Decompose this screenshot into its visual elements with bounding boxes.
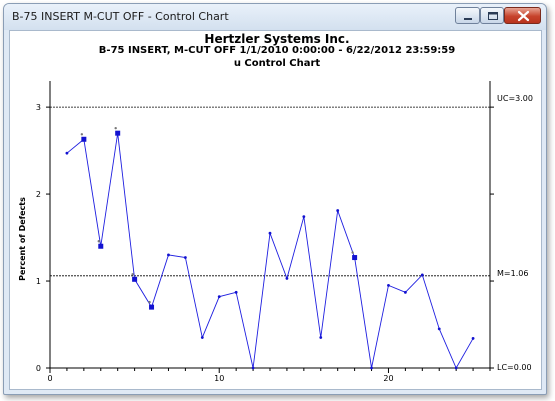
chart-area: Hertzler Systems Inc. B-75 INSERT, M-CUT…	[9, 30, 542, 390]
flag-marker	[351, 251, 354, 254]
data-point	[217, 295, 221, 299]
y-tick-label: 1	[36, 277, 41, 286]
data-point	[454, 366, 458, 370]
data-point	[336, 209, 340, 212]
uc-label: UC=3.00	[497, 94, 533, 103]
control-chart-window: B-75 INSERT M-CUT OFF - Control Chart He…	[3, 3, 547, 395]
data-point-flagged	[98, 243, 104, 249]
x-tick-label: 10	[214, 374, 224, 383]
chart-type-title: u Control Chart	[234, 58, 321, 69]
x-tick-label: 0	[47, 374, 52, 383]
close-button[interactable]	[504, 7, 541, 24]
maximize-icon	[488, 12, 498, 20]
data-point	[251, 366, 255, 370]
flag-marker	[97, 240, 100, 243]
data-point-flagged	[352, 255, 358, 261]
data-point	[387, 283, 390, 287]
data-point	[471, 337, 475, 340]
window-title: B-75 INSERT M-CUT OFF - Control Chart	[12, 10, 229, 23]
data-point-flagged	[81, 136, 87, 142]
data-point	[285, 277, 289, 280]
data-point	[200, 336, 204, 339]
maximize-button[interactable]	[480, 7, 504, 24]
data-point	[437, 327, 441, 331]
data-point	[234, 290, 238, 294]
y-tick-label: 2	[36, 190, 41, 199]
data-point	[183, 256, 187, 259]
chart-subtitle: B-75 INSERT, M-CUT OFF 1/1/2010 0:00:00 …	[99, 45, 455, 56]
data-point	[65, 151, 69, 155]
flag-marker	[80, 133, 84, 136]
flag-marker	[114, 126, 117, 130]
data-point-flagged	[115, 130, 121, 136]
m-label: M=1.06	[497, 269, 528, 278]
close-icon	[517, 10, 530, 22]
data-point	[420, 273, 424, 277]
flag-marker	[148, 300, 151, 304]
y-tick-label: 0	[36, 364, 41, 373]
x-tick-label: 20	[383, 374, 393, 383]
data-point	[302, 215, 306, 219]
data-point	[268, 231, 272, 235]
data-point-flagged	[132, 276, 138, 282]
chart-company-title: Hertzler Systems Inc.	[204, 32, 349, 46]
data-point	[167, 253, 170, 257]
minimize-button[interactable]	[455, 7, 480, 24]
y-axis-label: Percent of Defects	[18, 197, 27, 281]
data-point-flagged	[149, 304, 155, 310]
minimize-icon	[464, 18, 472, 20]
lc-label: LC=0.00	[497, 363, 532, 372]
series-line	[66, 133, 474, 370]
data-point	[319, 336, 323, 339]
data-point	[403, 290, 407, 294]
y-tick-label: 3	[36, 103, 41, 112]
title-bar[interactable]: B-75 INSERT M-CUT OFF - Control Chart	[4, 4, 546, 30]
data-point	[370, 366, 373, 370]
u-control-chart: Hertzler Systems Inc. B-75 INSERT, M-CUT…	[18, 32, 533, 383]
flag-marker	[131, 273, 134, 276]
